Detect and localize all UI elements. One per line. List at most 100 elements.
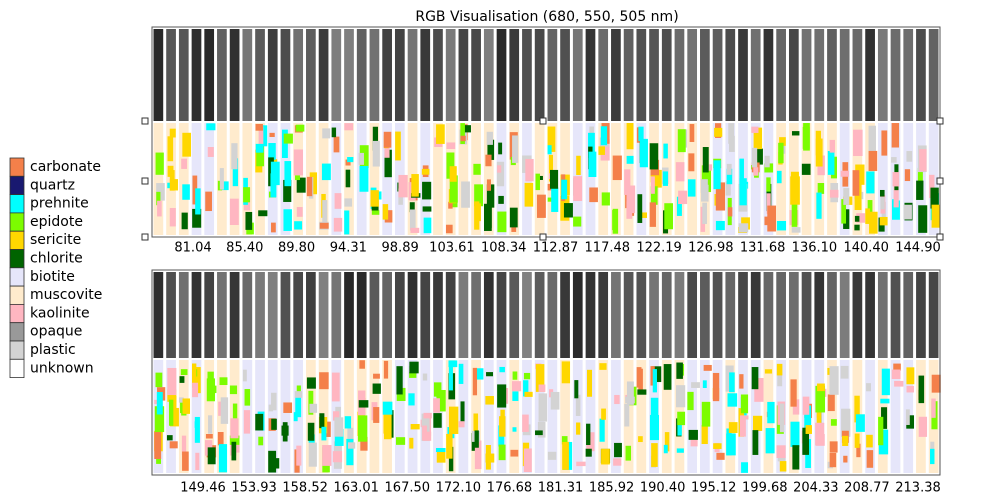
mineral-patch: [728, 123, 735, 144]
mineral-patch: [663, 143, 668, 159]
mineral-patch: [751, 126, 759, 133]
mineral-patch: [866, 450, 874, 468]
mineral-patch: [728, 135, 735, 152]
mineral-patch: [293, 412, 298, 422]
mineral-patch: [866, 383, 871, 392]
mineral-patch: [423, 217, 432, 234]
mineral-patch: [510, 449, 519, 457]
core-image: [890, 29, 901, 121]
mineral-patch: [879, 189, 885, 197]
mineral-patch: [512, 427, 517, 432]
mineral-patch: [458, 421, 465, 428]
core-image: [801, 29, 812, 121]
mineral-patch: [601, 448, 610, 465]
core-map: [483, 123, 494, 235]
mineral-patch: [308, 442, 317, 467]
mineral-patch: [498, 444, 506, 461]
mineral-patch: [600, 126, 608, 146]
legend-swatch: [9, 322, 25, 342]
mineral-patch: [740, 394, 749, 414]
mineral-patch: [599, 363, 607, 370]
mineral-patch: [576, 461, 586, 467]
mineral-patch: [192, 175, 198, 205]
legend-swatch: [9, 267, 25, 287]
depth-label: 208.77: [844, 481, 890, 496]
mineral-patch: [524, 391, 533, 397]
mineral-patch: [346, 438, 354, 466]
core-map: [801, 123, 812, 235]
core-image: [560, 272, 570, 358]
mineral-patch: [854, 215, 860, 222]
depth-label: 153.93: [231, 481, 277, 496]
mineral-patch: [207, 146, 214, 157]
mineral-patch: [764, 155, 770, 168]
core-map: [827, 123, 837, 235]
mineral-patch: [167, 136, 174, 162]
core-image: [344, 29, 354, 121]
mineral-patch: [739, 415, 746, 437]
mineral-patch: [777, 365, 783, 387]
core-map: [865, 360, 875, 473]
mineral-patch: [931, 374, 941, 393]
mineral-patch: [461, 181, 470, 208]
mineral-patch: [485, 154, 492, 167]
mineral-patch: [271, 392, 277, 411]
core-image: [788, 29, 799, 121]
core-image: [306, 272, 316, 358]
mineral-patch: [588, 132, 595, 158]
mineral-patch: [487, 139, 495, 160]
core-image: [522, 29, 532, 121]
core-map: [661, 360, 672, 473]
handle: [539, 117, 547, 125]
legend-label: chlorite: [30, 251, 83, 267]
mineral-patch: [333, 217, 343, 232]
mineral-patch: [892, 172, 900, 187]
core-image: [153, 29, 164, 121]
core-map: [636, 360, 647, 473]
handle: [936, 117, 944, 125]
core-image: [433, 29, 443, 121]
mineral-patch: [331, 127, 337, 138]
mineral-patch: [535, 173, 540, 191]
mineral-patch: [905, 409, 910, 425]
mineral-patch: [599, 418, 605, 442]
mineral-patch: [866, 171, 875, 194]
core-map: [547, 360, 558, 473]
core-image: [369, 29, 380, 121]
mineral-patch: [741, 415, 749, 420]
depth-label: 199.68: [742, 481, 788, 496]
core-image: [763, 272, 774, 358]
mineral-patch: [255, 143, 264, 153]
mineral-patch: [496, 161, 505, 187]
core-image: [178, 272, 189, 358]
mineral-patch: [752, 415, 763, 431]
core-image: [776, 29, 786, 121]
mineral-patch: [767, 205, 777, 232]
mineral-patch: [306, 176, 313, 197]
mineral-patch: [589, 187, 598, 203]
depth-label: 94.31: [330, 241, 367, 256]
mineral-patch: [499, 366, 505, 373]
mineral-patch: [881, 130, 888, 156]
mineral-patch: [880, 398, 890, 404]
panels: 81.04 85.40 89.80 94.31 98.89 103.61 108.34 112…: [141, 26, 944, 496]
mineral-patch: [474, 368, 484, 380]
core-image: [700, 272, 710, 358]
mineral-patch: [687, 179, 696, 197]
mineral-patch: [347, 157, 354, 163]
mineral-patch: [817, 183, 825, 194]
core-map: [483, 360, 494, 473]
mineral-patch: [373, 373, 380, 379]
legend-swatch: [9, 340, 25, 360]
mineral-patch: [523, 372, 531, 380]
mineral-patch: [650, 366, 655, 386]
mineral-patch: [411, 174, 419, 197]
mineral-patch: [258, 210, 268, 217]
core-image: [293, 272, 304, 358]
core-image: [471, 272, 481, 358]
mineral-patch: [181, 212, 188, 230]
mineral-patch: [156, 183, 165, 201]
mineral-patch: [893, 179, 899, 208]
depth-label: 158.52: [282, 481, 328, 496]
depth-label: 185.92: [589, 481, 635, 496]
